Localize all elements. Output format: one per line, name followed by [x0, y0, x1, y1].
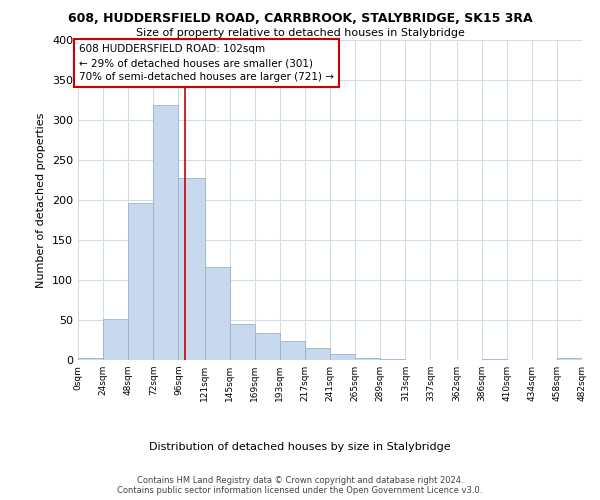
Bar — [153, 105, 178, 360]
Bar — [557, 358, 582, 360]
Bar — [355, 358, 380, 360]
Bar — [380, 359, 405, 360]
Bar — [103, 319, 128, 360]
Bar — [205, 267, 230, 360]
Text: Distribution of detached houses by size in Stalybridge: Distribution of detached houses by size … — [149, 442, 451, 452]
Text: Contains HM Land Registry data © Crown copyright and database right 2024.
Contai: Contains HM Land Registry data © Crown c… — [118, 476, 482, 495]
Bar — [482, 359, 507, 360]
Bar — [78, 358, 103, 360]
Y-axis label: Number of detached properties: Number of detached properties — [37, 112, 46, 288]
Bar — [230, 324, 255, 360]
Bar — [280, 341, 305, 360]
Text: 608 HUDDERSFIELD ROAD: 102sqm
← 29% of detached houses are smaller (301)
70% of : 608 HUDDERSFIELD ROAD: 102sqm ← 29% of d… — [79, 44, 334, 82]
Bar — [305, 348, 330, 360]
Bar — [330, 354, 355, 360]
Bar — [128, 203, 153, 360]
Text: 608, HUDDERSFIELD ROAD, CARRBROOK, STALYBRIDGE, SK15 3RA: 608, HUDDERSFIELD ROAD, CARRBROOK, STALY… — [68, 12, 532, 26]
Text: Size of property relative to detached houses in Stalybridge: Size of property relative to detached ho… — [136, 28, 464, 38]
Bar — [255, 333, 280, 360]
Bar — [178, 178, 205, 360]
